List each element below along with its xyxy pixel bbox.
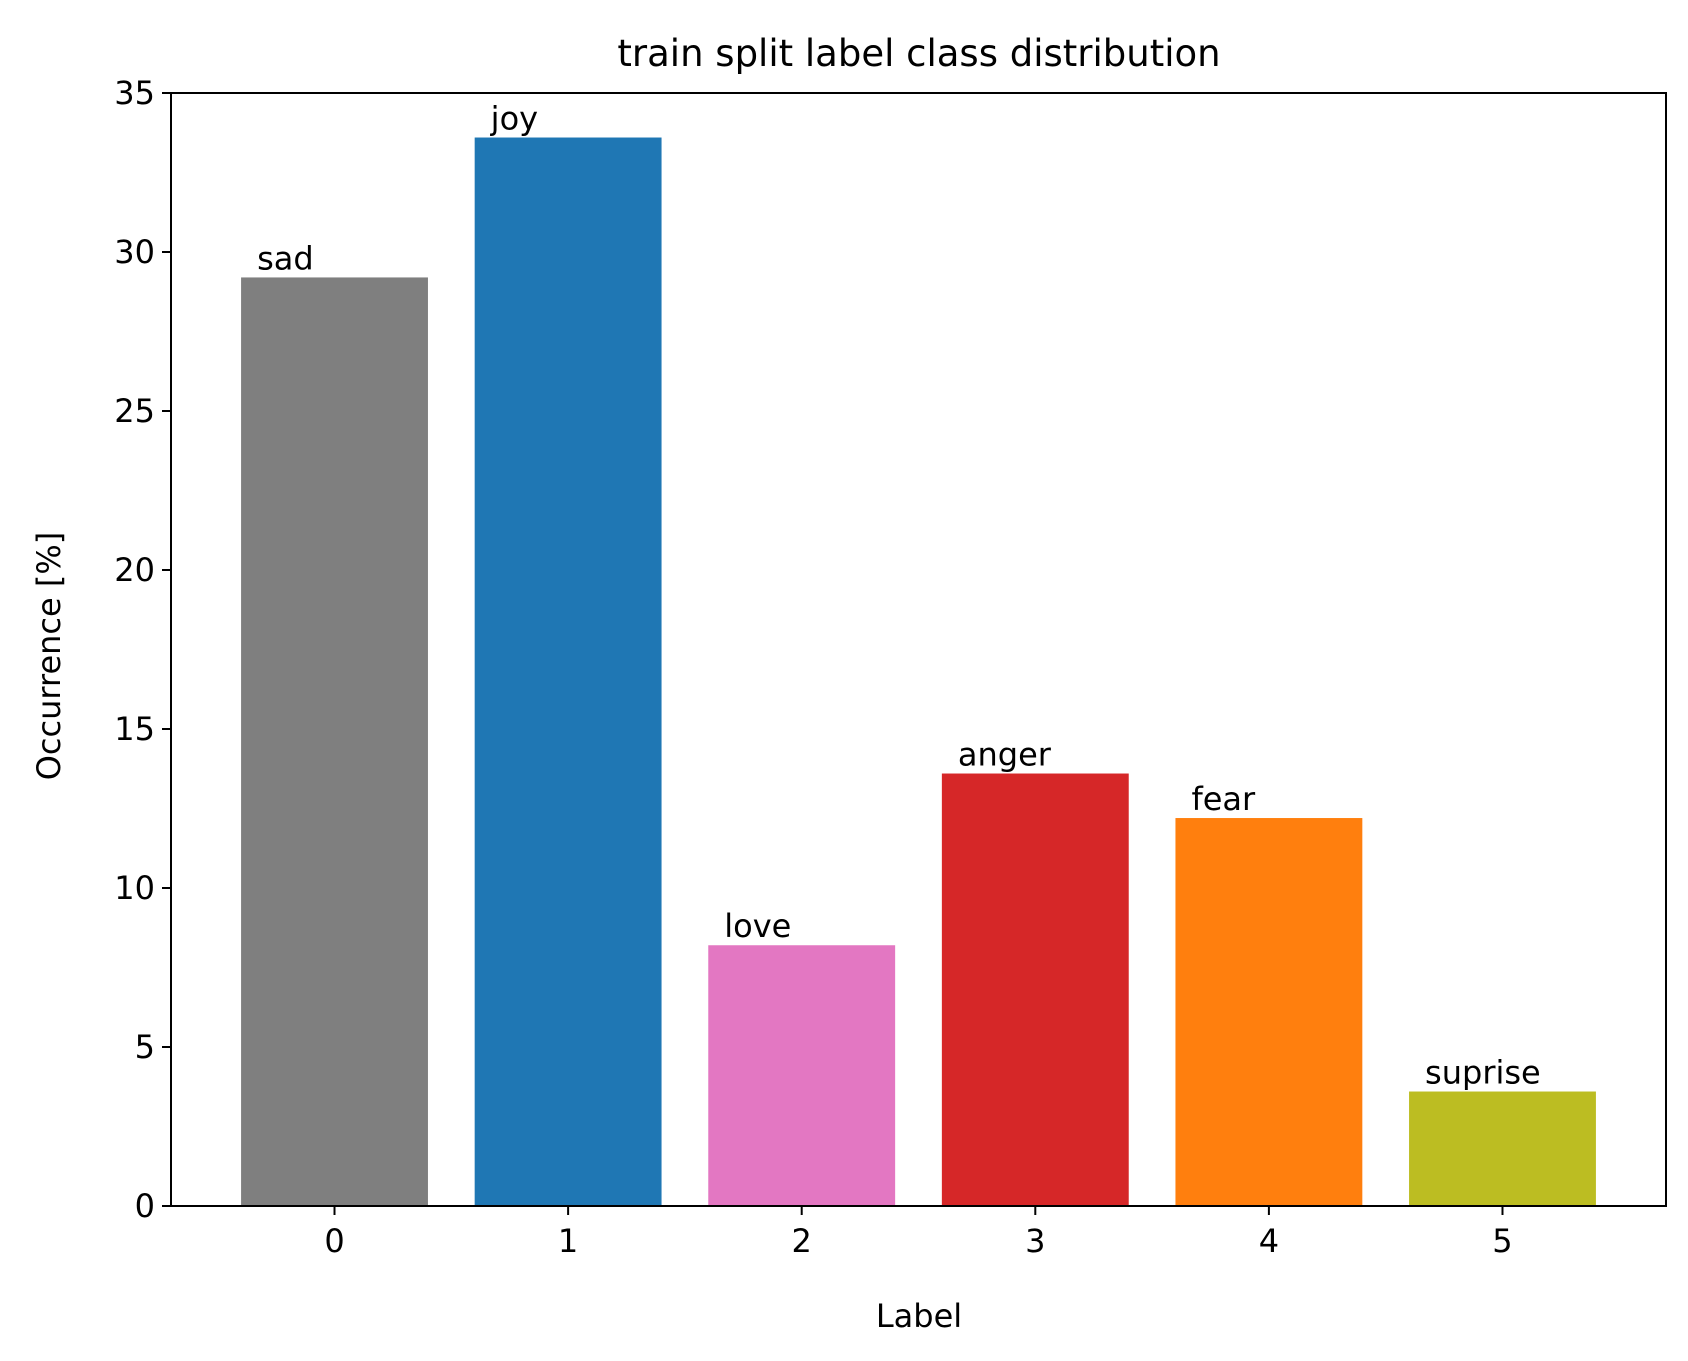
bar-label-joy: joy <box>490 100 538 138</box>
x-tick-label: 2 <box>792 1222 812 1260</box>
bar-labels-group: sad joy love anger fear suprise <box>257 100 1541 1092</box>
bar-1 <box>474 137 662 1206</box>
bar-2 <box>708 945 896 1206</box>
y-tick-label: 25 <box>114 392 155 430</box>
bar-4 <box>1175 818 1363 1206</box>
bar-label-love: love <box>724 907 791 945</box>
y-tick-label: 35 <box>114 74 155 112</box>
chart-title: train split label class distribution <box>617 32 1220 75</box>
bars-group <box>241 137 1596 1206</box>
x-axis: 0 1 2 3 4 5 <box>324 1206 1513 1260</box>
x-tick-label: 0 <box>324 1222 344 1260</box>
bar-label-suprise: suprise <box>1425 1054 1541 1092</box>
y-tick-label: 0 <box>135 1187 155 1225</box>
x-tick-label: 3 <box>1025 1222 1045 1260</box>
bar-5 <box>1409 1091 1596 1206</box>
x-axis-label: Label <box>876 1297 962 1335</box>
y-tick-label: 30 <box>114 233 155 271</box>
bar-label-anger: anger <box>958 736 1052 774</box>
bar-3 <box>941 773 1129 1206</box>
bar-0 <box>241 277 428 1206</box>
bar-label-fear: fear <box>1191 780 1256 818</box>
y-axis: 0 5 10 15 20 25 30 35 <box>114 74 171 1225</box>
y-tick-label: 15 <box>114 710 155 748</box>
x-tick-label: 4 <box>1259 1222 1279 1260</box>
plot-frame <box>170 92 1667 1207</box>
y-tick-label: 20 <box>114 551 155 589</box>
y-tick-label: 10 <box>114 869 155 907</box>
x-tick-label: 1 <box>558 1222 578 1260</box>
y-axis-label: Occurrence [%] <box>30 532 68 781</box>
bar-label-sad: sad <box>257 239 314 277</box>
y-tick-label: 5 <box>135 1028 155 1066</box>
x-tick-label: 5 <box>1492 1222 1512 1260</box>
